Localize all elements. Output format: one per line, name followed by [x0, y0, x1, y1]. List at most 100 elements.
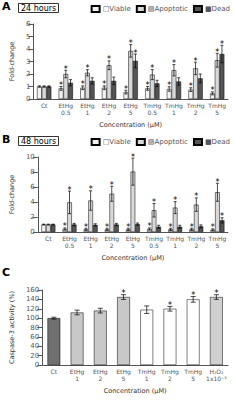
svg-text:Ct: Ct	[45, 235, 52, 242]
svg-text:*: *	[194, 192, 198, 201]
svg-text:*: *	[211, 223, 215, 232]
svg-text:*: *	[85, 64, 89, 73]
svg-text:*: *	[59, 81, 63, 90]
svg-text:4: 4	[26, 45, 31, 53]
svg-text:*: *	[152, 198, 156, 207]
svg-text:*: *	[169, 223, 173, 232]
svg-text:*: *	[129, 39, 133, 48]
svg-text:10: 10	[26, 153, 35, 161]
svg-text:24 hours: 24 hours	[21, 4, 56, 13]
svg-text:4: 4	[30, 198, 35, 206]
svg-text:20: 20	[30, 352, 39, 360]
svg-text:Ct: Ct	[41, 102, 48, 109]
svg-text:Fold-change: Fold-change	[8, 42, 16, 82]
svg-text:2: 2	[194, 109, 198, 116]
svg-text:1: 1	[172, 109, 176, 116]
svg-text:5: 5	[26, 33, 30, 41]
svg-text:*: *	[168, 301, 172, 310]
svg-text:2: 2	[110, 242, 114, 249]
svg-text:A: A	[2, 0, 11, 13]
svg-text:*: *	[64, 65, 68, 74]
svg-text:*: *	[102, 80, 106, 89]
svg-text:*: *	[214, 289, 218, 298]
svg-text:1: 1	[26, 83, 30, 91]
svg-text:*: *	[81, 80, 85, 89]
svg-text:▨Apoptotic: ▨Apoptotic	[148, 5, 188, 13]
svg-text:1: 1	[75, 375, 79, 382]
svg-text:60: 60	[30, 333, 39, 341]
svg-text:■Dead: ■Dead	[205, 5, 230, 13]
svg-text:0: 0	[30, 228, 34, 236]
svg-text:*: *	[110, 181, 114, 190]
svg-text:*: *	[146, 81, 150, 90]
svg-text:100: 100	[26, 314, 39, 322]
svg-text:*: *	[194, 57, 198, 66]
svg-text:*: *	[190, 223, 194, 232]
svg-text:2: 2	[30, 213, 34, 221]
svg-text:*: *	[167, 81, 171, 90]
svg-text:3: 3	[26, 58, 30, 66]
svg-text:*: *	[124, 85, 128, 94]
svg-text:Ct: Ct	[51, 368, 58, 375]
svg-text:*: *	[126, 223, 130, 232]
svg-text:H₂O₂: H₂O₂	[209, 368, 224, 375]
svg-text:Concentration (μM): Concentration (μM)	[104, 387, 167, 395]
svg-text:*: *	[172, 59, 176, 68]
svg-text:*: *	[131, 153, 135, 162]
svg-text:*: *	[173, 196, 177, 205]
svg-text:2: 2	[98, 375, 102, 382]
svg-text:Concentration (μM): Concentration (μM)	[101, 254, 164, 262]
svg-text:Concentration (μM): Concentration (μM)	[99, 121, 162, 129]
svg-text:*: *	[105, 223, 109, 232]
svg-text:40: 40	[30, 342, 39, 350]
svg-text:*: *	[191, 291, 195, 300]
svg-text:*: *	[147, 222, 151, 231]
svg-text:*: *	[220, 212, 224, 221]
svg-text:*: *	[63, 222, 67, 231]
svg-text:0: 0	[35, 361, 39, 369]
svg-text:*: *	[215, 48, 219, 57]
svg-text:Caspase-3 activity (%): Caspase-3 activity (%)	[8, 291, 16, 364]
svg-text:140: 140	[26, 295, 39, 303]
svg-text:0.5: 0.5	[149, 242, 159, 249]
svg-text:0.5: 0.5	[61, 109, 71, 116]
svg-text:2: 2	[168, 375, 172, 382]
svg-text:1: 1	[86, 109, 90, 116]
svg-text:*: *	[89, 185, 93, 194]
svg-text:*: *	[107, 55, 111, 64]
svg-text:1: 1	[89, 242, 93, 249]
svg-text:*: *	[150, 64, 154, 73]
svg-text:2: 2	[107, 109, 111, 116]
svg-text:5: 5	[191, 375, 195, 382]
svg-text:6: 6	[26, 20, 31, 28]
svg-text:5: 5	[131, 242, 135, 249]
svg-text:□Viable: □Viable	[103, 138, 131, 146]
svg-text:*: *	[189, 82, 193, 91]
svg-text:8: 8	[30, 168, 34, 176]
svg-text:1x10⁻³: 1x10⁻³	[206, 375, 227, 382]
svg-text:B: B	[2, 133, 10, 146]
svg-text:80: 80	[30, 324, 39, 332]
svg-text:0.5: 0.5	[148, 109, 158, 116]
svg-text:□Viable: □Viable	[103, 5, 131, 13]
svg-text:160: 160	[26, 286, 39, 294]
svg-text:5: 5	[216, 242, 220, 249]
svg-text:2: 2	[194, 242, 198, 249]
svg-text:5: 5	[129, 109, 133, 116]
svg-text:2: 2	[26, 70, 30, 78]
svg-text:1: 1	[173, 242, 177, 249]
svg-text:1: 1	[145, 375, 149, 382]
svg-text:*: *	[133, 49, 137, 58]
svg-text:▨Apoptotic: ▨Apoptotic	[148, 138, 188, 146]
svg-text:*: *	[122, 289, 126, 298]
svg-text:Fold-change: Fold-change	[8, 175, 16, 215]
svg-text:6: 6	[30, 183, 35, 191]
svg-text:48 hours: 48 hours	[21, 137, 56, 146]
svg-text:C: C	[2, 266, 10, 279]
svg-text:■Dead: ■Dead	[205, 138, 230, 146]
svg-text:5: 5	[215, 109, 219, 116]
svg-text:*: *	[68, 186, 72, 195]
svg-text:*: *	[215, 178, 219, 187]
svg-text:0: 0	[26, 95, 30, 103]
svg-text:120: 120	[26, 305, 39, 313]
